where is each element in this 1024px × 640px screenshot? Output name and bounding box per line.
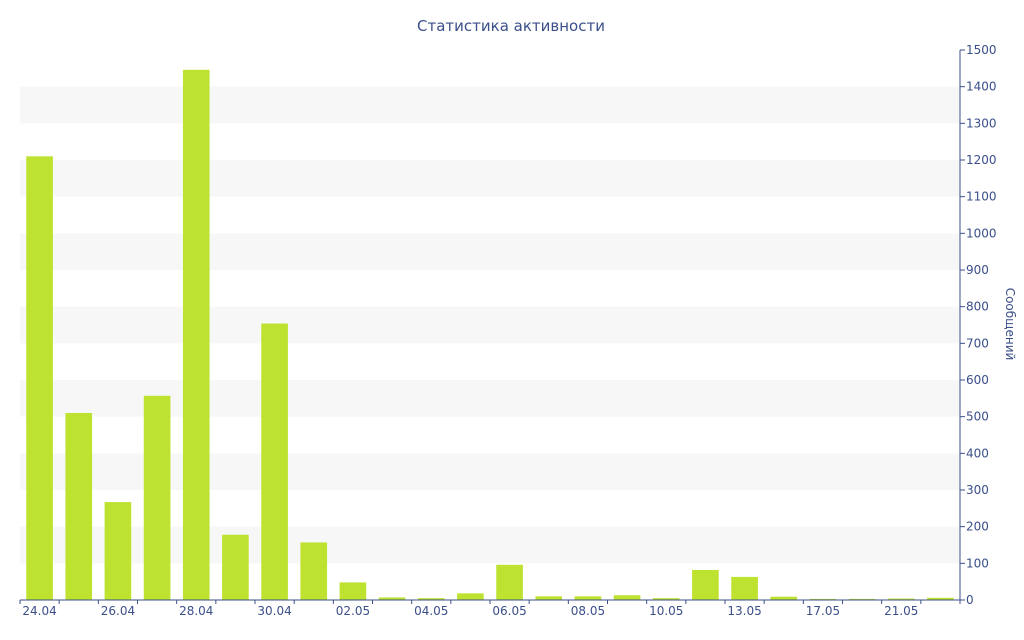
y-tick-label: 1000 [966, 226, 997, 240]
bar-02.05[interactable] [339, 582, 367, 600]
grid-band [20, 526, 960, 564]
grid-band [20, 306, 960, 344]
bar-13.05[interactable] [731, 576, 758, 600]
y-tick-label: 400 [966, 446, 989, 460]
x-tick-label: 17.05 [806, 604, 840, 618]
bar-29.04[interactable] [222, 534, 249, 600]
grid-band [20, 453, 960, 490]
x-tick-label: 26.04 [101, 604, 135, 618]
x-tick-label: 02.05 [336, 604, 370, 618]
grid-band [20, 380, 960, 417]
y-tick-label: 300 [966, 483, 989, 497]
bar-07.05[interactable] [535, 596, 563, 600]
bar-22.05[interactable] [927, 597, 954, 600]
chart-title: Статистика активности [417, 17, 605, 35]
bars-group [26, 69, 954, 601]
bar-24.04[interactable] [26, 156, 53, 601]
bar-17.05[interactable] [809, 598, 837, 600]
bar-05.05[interactable] [457, 593, 484, 600]
y-tick-label: 600 [966, 373, 989, 387]
x-tick-label: 24.04 [22, 604, 56, 618]
grid-bands [20, 86, 960, 564]
y-tick-label: 1200 [966, 153, 997, 167]
x-tick-label: 06.05 [492, 604, 526, 618]
bar-30.04[interactable] [261, 323, 288, 600]
y-tick-label: 800 [966, 300, 989, 314]
y-tick-label: 700 [966, 336, 989, 350]
grid-band [20, 233, 960, 270]
grid-band [20, 86, 960, 124]
bar-20.05[interactable] [848, 598, 876, 600]
bar-01.05[interactable] [300, 542, 328, 600]
bar-25.04[interactable] [65, 413, 93, 600]
y-tick-label: 200 [966, 520, 989, 534]
x-tick-label: 21.05 [884, 604, 918, 618]
bar-16.05[interactable] [770, 596, 798, 600]
grid-band [20, 160, 960, 197]
y-tick-label: 1100 [966, 190, 997, 204]
bar-12.05[interactable] [692, 569, 719, 600]
y-tick-label: 1500 [966, 43, 997, 57]
y-tick-label: 0 [966, 593, 974, 607]
bar-26.04[interactable] [104, 502, 132, 600]
y-tick-label: 900 [966, 263, 989, 277]
bar-04.05[interactable] [417, 598, 445, 600]
y-axis-label: Сообщений [1003, 288, 1017, 361]
bar-27.04[interactable] [143, 395, 171, 600]
x-tick-label: 10.05 [649, 604, 683, 618]
bar-10.05[interactable] [652, 598, 680, 600]
y-tick-label: 100 [966, 556, 989, 570]
y-tick-label: 500 [966, 410, 989, 424]
bar-21.05[interactable] [887, 598, 915, 600]
bar-28.04[interactable] [182, 69, 210, 601]
x-tick-label: 13.05 [727, 604, 761, 618]
y-tick-label: 1400 [966, 80, 997, 94]
x-tick-label: 08.05 [571, 604, 605, 618]
bar-06.05[interactable] [496, 564, 523, 600]
x-tick-label: 28.04 [179, 604, 213, 618]
axes-group: 0 100 200 300 400 500 600 700 800 900 1000 1100 1200… [19, 43, 997, 618]
bar-08.05[interactable] [574, 596, 602, 600]
x-tick-label: 30.04 [257, 604, 291, 618]
y-tick-label: 1300 [966, 116, 997, 130]
x-tick-label: 04.05 [414, 604, 448, 618]
bar-09.05[interactable] [613, 595, 641, 600]
bar-03.05[interactable] [378, 597, 406, 600]
